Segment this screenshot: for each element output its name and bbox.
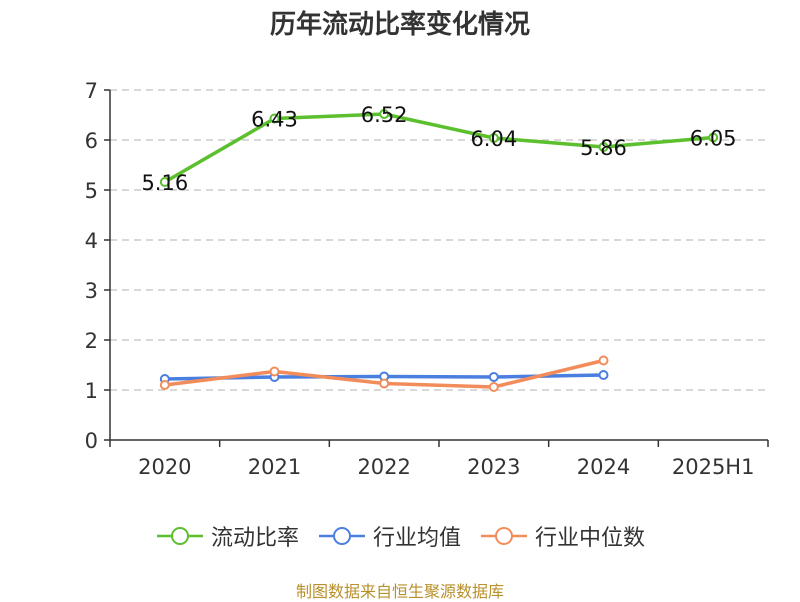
data-point	[708, 132, 719, 143]
chart-title: 历年流动比率变化情况	[269, 10, 530, 40]
legend-label: 流动比率	[210, 526, 299, 551]
data-label: 6.43	[251, 108, 298, 132]
legend: 流动比率 行业均值 行业中位数	[0, 520, 800, 552]
data-point	[379, 378, 390, 389]
data-point	[598, 370, 609, 380]
y-tick-label: 5	[85, 179, 98, 203]
data-label: 5.86	[580, 136, 627, 160]
legend-label: 行业均值	[372, 526, 461, 551]
source-note: 制图数据来自恒生聚源数据库	[295, 582, 504, 601]
x-tick-label: 2020	[138, 455, 191, 479]
data-label: 5.16	[141, 171, 188, 195]
data-point	[598, 142, 609, 152]
x-tick-label: 2021	[248, 455, 301, 479]
grid-lines	[110, 89, 768, 391]
legend-line-icon	[481, 527, 527, 545]
legend-line-icon	[318, 527, 365, 545]
data-labels: 5.16 6.43 6.52 6.04 5.86 6.05	[141, 103, 736, 195]
data-point	[488, 372, 499, 382]
axes: 0 1 2 3 4 5 6 7 2020 2021 2022 2023 2024 2025H1	[85, 79, 769, 479]
data-point	[488, 382, 499, 392]
series-lines	[159, 109, 719, 392]
data-label: 6.04	[470, 127, 517, 151]
x-tick-label: 2024	[577, 455, 630, 479]
y-tick-label: 6	[85, 129, 98, 153]
y-tick-label: 4	[85, 229, 98, 253]
data-label: 6.52	[361, 103, 408, 127]
data-point	[159, 380, 170, 390]
y-tick-label: 2	[85, 329, 98, 353]
x-tick-label: 2025H1	[672, 455, 755, 479]
legend-item-industry-median[interactable]: 行业中位数	[479, 520, 645, 552]
legend-item-current-ratio[interactable]: 流动比率	[155, 520, 299, 552]
y-tick-label: 7	[85, 79, 98, 103]
legend-line-icon	[156, 527, 203, 545]
x-tick-label: 2023	[467, 455, 520, 479]
x-tick-label: 2022	[357, 455, 410, 479]
data-point	[269, 366, 280, 377]
y-tick-label: 0	[85, 429, 98, 453]
data-point	[598, 355, 609, 366]
data-point	[269, 113, 280, 124]
data-point	[159, 177, 170, 187]
legend-item-industry-mean[interactable]: 行业均值	[317, 520, 461, 552]
data-label: 6.05	[690, 127, 737, 151]
data-point	[379, 109, 390, 119]
y-tick-label: 3	[85, 279, 98, 303]
data-point	[488, 133, 499, 143]
series-line	[163, 112, 714, 184]
y-tick-label: 1	[85, 379, 98, 403]
legend-label: 行业中位数	[535, 526, 646, 551]
